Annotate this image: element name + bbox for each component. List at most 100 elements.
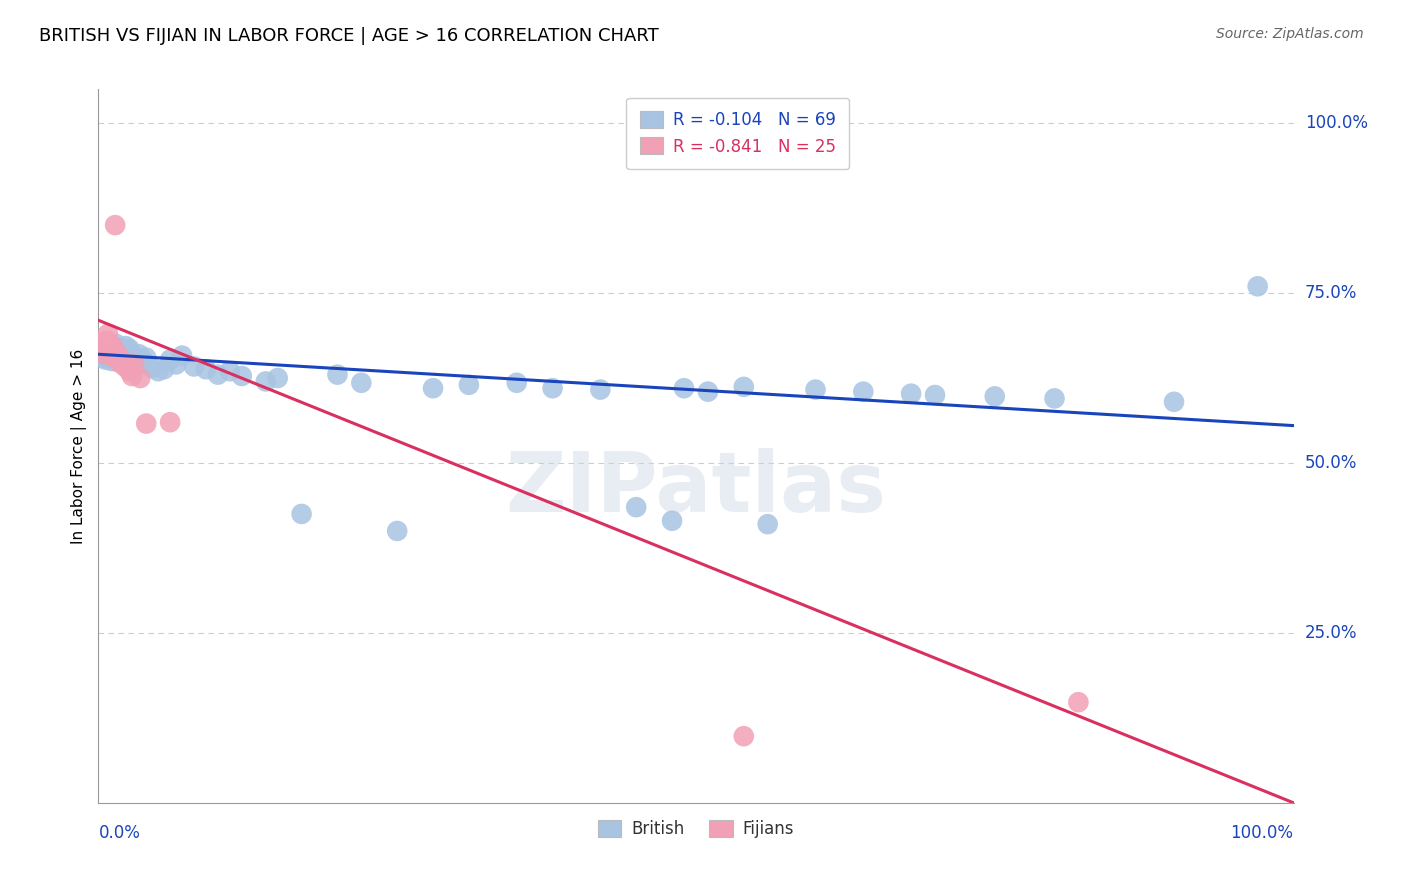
Text: ZIPatlas: ZIPatlas <box>506 449 886 529</box>
Point <box>100 354 122 368</box>
Point <box>98 343 122 358</box>
Point <box>1067 695 1090 709</box>
Point <box>107 349 129 363</box>
Point <box>118 342 141 356</box>
Point <box>756 517 779 532</box>
Point <box>458 377 481 392</box>
Point <box>115 347 138 361</box>
Point <box>121 354 143 368</box>
Text: 75.0%: 75.0% <box>1305 284 1357 302</box>
Point <box>267 371 290 385</box>
Point <box>159 352 181 367</box>
Point <box>96 334 118 348</box>
Point <box>121 369 143 384</box>
Point <box>900 386 922 401</box>
Point <box>118 364 141 378</box>
Text: 0.0%: 0.0% <box>98 824 141 842</box>
Point <box>148 364 170 378</box>
Point <box>98 347 121 361</box>
Text: Source: ZipAtlas.com: Source: ZipAtlas.com <box>1216 27 1364 41</box>
Point <box>91 347 114 361</box>
Point <box>114 343 136 358</box>
Point <box>107 346 129 360</box>
Point <box>108 351 131 365</box>
Text: 50.0%: 50.0% <box>1305 454 1357 472</box>
Point <box>91 342 114 356</box>
Point <box>101 343 124 358</box>
Point <box>91 351 114 365</box>
Point <box>111 354 134 368</box>
Point <box>207 368 229 382</box>
Point <box>984 389 1007 403</box>
Point <box>422 381 444 395</box>
Point <box>254 375 277 389</box>
Point <box>141 360 163 375</box>
Point <box>172 349 194 363</box>
Point <box>350 376 373 390</box>
Point <box>98 347 121 361</box>
Point <box>112 349 135 363</box>
Point <box>626 500 648 515</box>
Point <box>114 359 136 374</box>
Point <box>135 351 157 365</box>
Point <box>96 343 118 358</box>
Point <box>107 349 129 363</box>
Point <box>697 384 720 399</box>
Point <box>124 358 146 372</box>
Y-axis label: In Labor Force | Age > 16: In Labor Force | Age > 16 <box>72 349 87 543</box>
Point <box>183 359 205 374</box>
Point <box>135 417 157 431</box>
Point <box>195 362 218 376</box>
Point <box>804 383 827 397</box>
Point <box>93 347 115 361</box>
Point <box>105 346 128 360</box>
Point <box>93 349 115 363</box>
Point <box>506 376 529 390</box>
Text: 100.0%: 100.0% <box>1230 824 1294 842</box>
Point <box>97 326 120 341</box>
Point <box>103 341 125 355</box>
Point <box>108 343 131 358</box>
Point <box>94 352 117 367</box>
Point <box>115 339 138 353</box>
Point <box>104 218 127 232</box>
Point <box>924 388 946 402</box>
Point <box>125 351 148 365</box>
Point <box>98 351 122 365</box>
Point <box>852 384 875 399</box>
Point <box>124 355 146 369</box>
Point <box>100 349 122 363</box>
Point <box>165 358 187 372</box>
Point <box>131 358 153 372</box>
Point <box>1163 394 1185 409</box>
Text: 25.0%: 25.0% <box>1305 624 1357 642</box>
Point <box>120 346 142 360</box>
Point <box>128 347 150 361</box>
Point <box>101 339 124 353</box>
Point <box>107 355 129 369</box>
Text: BRITISH VS FIJIAN IN LABOR FORCE | AGE > 16 CORRELATION CHART: BRITISH VS FIJIAN IN LABOR FORCE | AGE >… <box>39 27 659 45</box>
Point <box>115 360 138 375</box>
Point <box>673 381 696 395</box>
Point <box>1247 279 1270 293</box>
Point <box>159 415 181 429</box>
Point <box>385 524 409 538</box>
Point <box>661 514 683 528</box>
Point <box>111 347 134 361</box>
Point <box>104 347 127 361</box>
Point <box>103 347 125 361</box>
Point <box>219 364 242 378</box>
Point <box>105 337 128 351</box>
Point <box>733 729 755 743</box>
Point <box>733 380 755 394</box>
Point <box>326 368 349 382</box>
Point <box>1043 392 1066 406</box>
Point <box>97 342 120 356</box>
Point <box>589 383 612 397</box>
Text: 100.0%: 100.0% <box>1305 114 1368 132</box>
Point <box>541 381 564 395</box>
Point <box>132 354 155 368</box>
Point <box>107 341 129 355</box>
Legend: British, Fijians: British, Fijians <box>591 813 801 845</box>
Point <box>231 369 253 384</box>
